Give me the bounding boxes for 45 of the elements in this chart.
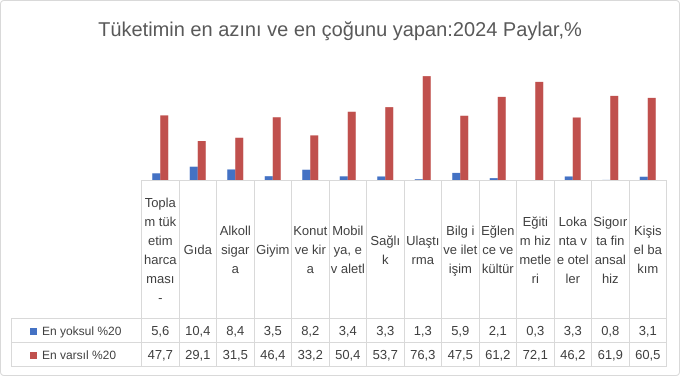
x-tick-label: Gıda — [179, 180, 216, 318]
data-label: 53,7 — [366, 342, 404, 366]
data-label: 3,4 — [329, 318, 366, 342]
data-label: 3,1 — [629, 318, 666, 342]
x-tick-label: Eğitim hizmetleri — [516, 180, 554, 318]
data-label: 0,3 — [516, 318, 554, 342]
data-label: 76,3 — [404, 342, 442, 366]
data-label: 5,6 — [142, 318, 179, 342]
data-label: 61,9 — [592, 342, 629, 366]
legend-label: En yoksul %20 — [12, 318, 142, 342]
x-tick-label: Giyim — [254, 180, 292, 318]
x-tick-label: Bilg i ve iletişim — [442, 180, 479, 318]
data-label: 72,1 — [516, 342, 554, 366]
data-label: 46,4 — [254, 342, 292, 366]
x-tick-label: Ulaştırma — [404, 180, 442, 318]
x-tick-label: Alkoll sigara — [216, 180, 254, 318]
data-label: 29,1 — [179, 342, 216, 366]
data-label: 5,9 — [442, 318, 479, 342]
x-tick-label: Lokanta ve oteller — [554, 180, 592, 318]
x-tick-label: Toplam tüketim harcaması - — [142, 180, 179, 318]
data-label: 61,2 — [479, 342, 516, 366]
data-label: 50,4 — [329, 342, 366, 366]
data-label: 10,4 — [179, 318, 216, 342]
legend-label: En varsıl %20 — [12, 342, 142, 366]
data-label: 31,5 — [216, 342, 254, 366]
x-tick-label: Eğlence ve kültür — [479, 180, 516, 318]
data-label: 47,5 — [442, 342, 479, 366]
data-label: 60,5 — [629, 342, 666, 366]
data-label: 3,5 — [254, 318, 292, 342]
data-label: 47,7 — [142, 342, 179, 366]
chart-title: Tüketimin en azını ve en çoğunu yapan:2024 Paylar,% — [97, 19, 583, 42]
data-label: 3,3 — [366, 318, 404, 342]
data-label: 46,2 — [554, 342, 592, 366]
x-tick-label: Sigoırta finansal hiz — [592, 180, 629, 318]
data-label: 0,8 — [592, 318, 629, 342]
x-tick-label: Konut ve kira — [292, 180, 329, 318]
data-label: 2,1 — [479, 318, 516, 342]
data-label: 1,3 — [404, 318, 442, 342]
data-label: 3,3 — [554, 318, 592, 342]
x-tick-label: Mobilya, ev aletl — [329, 180, 366, 318]
x-tick-label: Sağlık — [366, 180, 404, 318]
x-tick-label: Kişisel bakım — [629, 180, 666, 318]
data-label: 8,2 — [292, 318, 329, 342]
data-label: 33,2 — [292, 342, 329, 366]
data-label: 8,4 — [216, 318, 254, 342]
